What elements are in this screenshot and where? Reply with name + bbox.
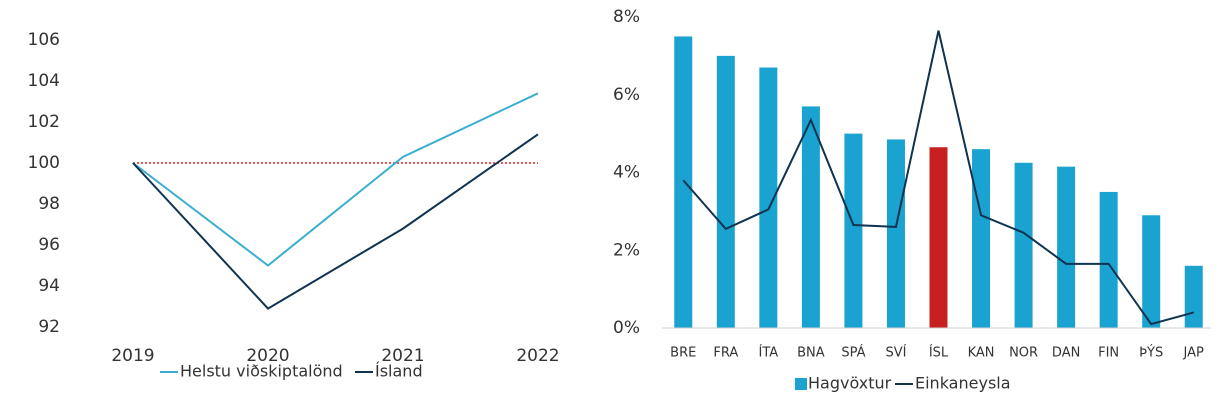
y-tick-label: 92 bbox=[38, 317, 60, 337]
x-tick-label: ÍTA bbox=[759, 345, 779, 361]
legend-label: Einkaneysla bbox=[915, 374, 1011, 393]
y-tick-label: 102 bbox=[28, 112, 60, 132]
x-tick-label: KAN bbox=[968, 346, 995, 361]
x-tick-label: SVÍ bbox=[885, 345, 906, 361]
series-line bbox=[132, 133, 539, 310]
x-tick-label: BNA bbox=[797, 346, 825, 361]
x-tick-label: ÞÝS bbox=[1139, 345, 1163, 361]
bar bbox=[972, 149, 991, 328]
y-tick-label: 94 bbox=[38, 276, 60, 296]
x-tick-label: ÍSL bbox=[929, 345, 949, 361]
bar bbox=[929, 147, 948, 328]
y-tick-label: 98 bbox=[38, 194, 60, 214]
bar bbox=[759, 67, 778, 328]
bar bbox=[844, 133, 863, 328]
legend-label: Hagvöxtur bbox=[808, 374, 892, 393]
x-tick-label: SPÁ bbox=[841, 345, 865, 361]
y-tick-label: 104 bbox=[28, 71, 60, 91]
y-tick-label: 2% bbox=[613, 240, 640, 260]
x-tick-label: 2021 bbox=[381, 346, 424, 366]
bar bbox=[1184, 265, 1203, 328]
x-tick-label: NOR bbox=[1009, 346, 1038, 361]
legend-swatch bbox=[795, 378, 807, 390]
bar bbox=[801, 106, 820, 328]
x-tick-label: 2019 bbox=[111, 346, 154, 366]
y-tick-label: 6% bbox=[613, 85, 640, 105]
legend-label: Ísland bbox=[375, 362, 423, 381]
bar bbox=[716, 55, 735, 328]
bar bbox=[1057, 166, 1076, 328]
y-tick-label: 8% bbox=[613, 7, 640, 27]
x-tick-label: 2022 bbox=[516, 346, 559, 366]
y-tick-label: 96 bbox=[38, 235, 60, 255]
bar bbox=[1142, 215, 1161, 328]
x-tick-label: FRA bbox=[713, 346, 738, 361]
series-line bbox=[682, 30, 1194, 326]
y-tick-label: 0% bbox=[613, 318, 640, 338]
bar bbox=[886, 139, 905, 328]
x-tick-label: 2020 bbox=[246, 346, 289, 366]
x-tick-label: FIN bbox=[1098, 346, 1119, 361]
legend-label: Helstu viðskiptalönd bbox=[180, 362, 343, 381]
bar bbox=[1014, 162, 1033, 328]
y-tick-label: 100 bbox=[28, 153, 60, 173]
y-tick-label: 4% bbox=[613, 163, 640, 183]
bar bbox=[1099, 191, 1118, 328]
bar bbox=[674, 36, 693, 328]
y-tick-label: 106 bbox=[28, 30, 60, 50]
x-tick-label: DAN bbox=[1052, 346, 1080, 361]
x-tick-label: JAP bbox=[1183, 346, 1204, 361]
x-tick-label: BRE bbox=[670, 346, 696, 361]
series-line bbox=[132, 92, 539, 267]
